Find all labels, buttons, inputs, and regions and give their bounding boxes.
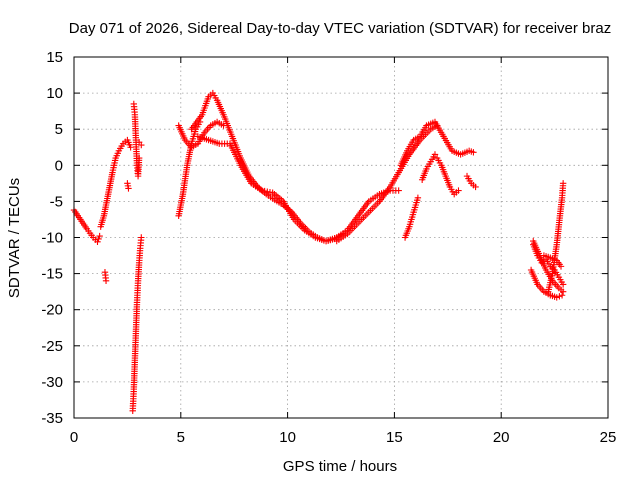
data-point (102, 277, 110, 285)
x-tick-label: 5 (177, 429, 185, 446)
data-point (125, 185, 132, 192)
y-tick-label: -20 (41, 302, 63, 319)
data-point (472, 183, 479, 191)
series-arc-h (175, 118, 204, 220)
chart-title: Day 071 of 2026, Sidereal Day-to-day VTE… (69, 20, 611, 37)
data-point (94, 238, 101, 246)
data-point (414, 194, 422, 201)
x-tick-label: 10 (279, 429, 296, 446)
series-arc-u (544, 180, 567, 295)
series-arc-b (97, 136, 134, 230)
x-tick-label: 0 (70, 429, 78, 446)
series-arc-n (397, 118, 477, 169)
data-point (558, 292, 566, 299)
data-point (127, 144, 134, 151)
series-arc-g (135, 138, 145, 149)
data-point (559, 281, 567, 288)
x-tick-label: 25 (600, 429, 617, 446)
y-tick-label: -25 (41, 338, 63, 355)
y-tick-label: 5 (55, 121, 63, 138)
tick-layer: 0 5 10 15 20 25 -35 -30 -25 -20 -15 -10 -5 0 5 10 15 (41, 49, 616, 446)
series-arc-a (70, 206, 103, 246)
data-point (431, 151, 439, 158)
data-point (395, 187, 402, 194)
data-point (559, 180, 567, 187)
x-axis-label: GPS time / hours (283, 458, 397, 475)
y-tick-label: 10 (46, 85, 63, 102)
series-arc-o (433, 154, 462, 198)
x-tick-label: 20 (493, 429, 510, 446)
data-point (557, 263, 565, 270)
y-tick-label: 15 (46, 49, 63, 66)
series-arc-t (530, 237, 567, 295)
series-arc-m (401, 194, 422, 241)
series-arc-v (540, 252, 565, 270)
series-arc-q (463, 172, 479, 191)
data-point (559, 288, 567, 295)
y-axis-label: SDTVAR / TECUs (6, 178, 23, 298)
series-arc-d (124, 180, 132, 192)
series-arc-c (101, 268, 110, 285)
series-arc-l (333, 122, 441, 245)
series-arc-f (129, 234, 145, 414)
y-tick-label: -30 (41, 374, 63, 391)
data-point (135, 154, 143, 162)
series-arc-r (527, 266, 566, 301)
x-tick-label: 15 (386, 429, 403, 446)
data-point (138, 234, 145, 241)
data-point (96, 232, 103, 240)
series-arc-p (418, 151, 439, 183)
data-point (470, 149, 477, 156)
data-point (95, 235, 102, 243)
data-point (455, 187, 462, 194)
data-layer (70, 89, 567, 414)
y-tick-label: -35 (41, 410, 63, 427)
y-tick-label: -5 (50, 193, 63, 210)
y-tick-label: -10 (41, 230, 63, 247)
y-tick-label: 0 (55, 157, 63, 174)
y-tick-label: -15 (41, 266, 63, 283)
data-point (138, 141, 145, 149)
